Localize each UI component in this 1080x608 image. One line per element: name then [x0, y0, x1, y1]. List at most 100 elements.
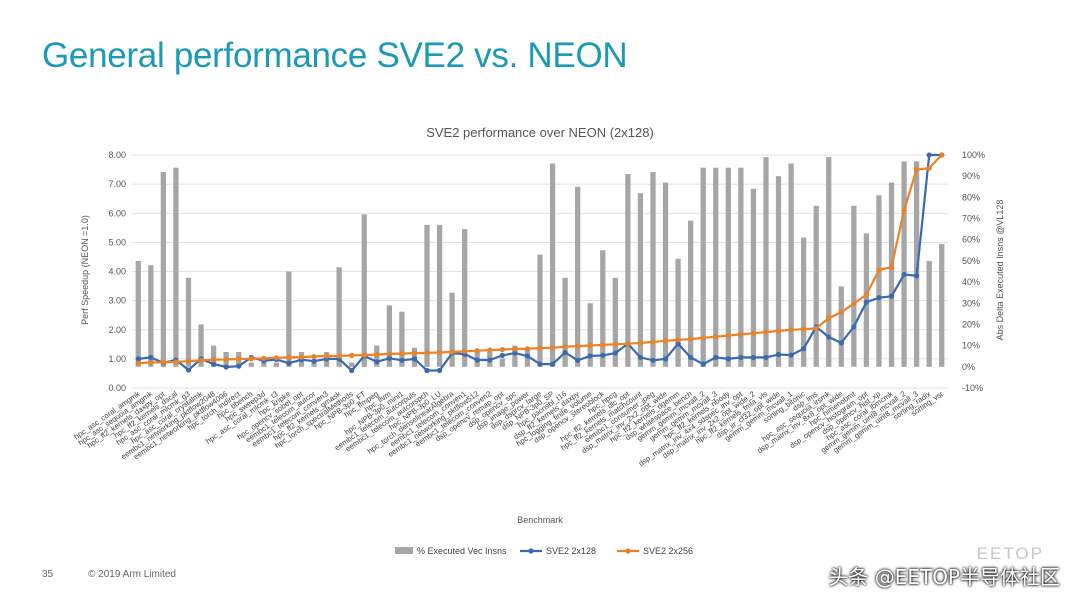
series-point: [801, 326, 807, 332]
legend-marker: [625, 548, 631, 554]
series-point: [311, 353, 317, 360]
bar: [838, 286, 844, 367]
series-point: [600, 342, 606, 348]
series-point: [261, 355, 267, 361]
bar: [499, 358, 505, 367]
legend-label: SVE2 2x256: [643, 546, 693, 556]
bar: [625, 174, 631, 367]
legend: % Executed Vec Insns SVE2 2x128 SVE2 2x256: [395, 546, 693, 556]
series-point: [750, 354, 757, 361]
bar: [173, 167, 179, 367]
series-point: [474, 348, 480, 354]
bar: [876, 195, 882, 367]
series-point: [248, 356, 254, 362]
bar: [713, 167, 719, 367]
series-point: [713, 354, 719, 361]
series-point: [637, 340, 644, 346]
series-point: [612, 341, 618, 347]
bar: [462, 229, 468, 367]
series-point: [926, 165, 932, 171]
series-point: [336, 353, 342, 359]
series-point: [223, 356, 229, 363]
bar: [537, 254, 543, 367]
series-point: [160, 359, 166, 365]
legend-swatch: [395, 547, 413, 554]
copyright: © 2019 Arm Limited: [88, 569, 176, 580]
bar: [637, 193, 644, 367]
series-point: [725, 332, 731, 339]
chart-title: SVE2 performance over NEON (2x128): [426, 125, 654, 140]
series-point: [148, 359, 154, 365]
series-point: [462, 348, 468, 354]
series-point: [211, 361, 217, 367]
series-point: [537, 361, 543, 367]
series-point: [914, 166, 920, 173]
bar: [549, 163, 556, 367]
series-point: [851, 324, 857, 330]
series-point: [349, 367, 355, 374]
series-point: [775, 351, 782, 358]
bar: [148, 265, 154, 367]
series-point: [738, 331, 744, 338]
legend-label: SVE2 2x128: [546, 546, 596, 556]
bar: [913, 161, 920, 367]
bar: [587, 303, 593, 367]
series-point: [914, 273, 920, 279]
series-point: [650, 357, 656, 363]
series-point: [700, 335, 706, 341]
series-point: [436, 349, 443, 356]
series-point: [888, 264, 895, 270]
series-point: [411, 356, 418, 362]
series-point: [487, 347, 493, 353]
bar: [763, 157, 769, 367]
y2-tick-label: -10%: [962, 383, 983, 393]
series-point: [675, 341, 681, 347]
series-point: [750, 330, 757, 336]
bar: [600, 250, 606, 367]
bar: [725, 167, 731, 367]
series-point: [788, 352, 794, 358]
series-point: [361, 352, 367, 358]
series-point: [323, 353, 330, 359]
series-point: [876, 295, 882, 301]
series-point: [876, 267, 882, 273]
series-point: [424, 350, 430, 356]
series-point: [788, 327, 794, 333]
y-tick-label: 2.00: [108, 325, 126, 335]
page-number: 35: [42, 569, 54, 580]
series-point: [688, 336, 694, 342]
series-point: [826, 334, 832, 340]
series-point: [273, 355, 279, 361]
y2-tick-label: 10%: [962, 341, 980, 351]
bar: [826, 157, 832, 367]
bar: [888, 182, 895, 367]
bar: [273, 362, 280, 367]
bar: [160, 171, 167, 367]
bar: [662, 182, 669, 367]
bar: [939, 243, 945, 367]
bar: [688, 220, 694, 367]
bar: [399, 311, 405, 367]
bar: [386, 305, 392, 367]
watermark-ghost: EETOP: [976, 544, 1044, 563]
bar: [650, 171, 656, 367]
series-point: [562, 349, 568, 356]
series-point: [386, 355, 392, 361]
x-axis-categories: hpc_asc_coral_amgmkhpc_asc_sequoia_amgmk…: [72, 389, 945, 468]
series-point: [675, 337, 681, 343]
series-point: [612, 350, 618, 356]
series-point: [939, 152, 945, 158]
series-point: [399, 357, 405, 363]
series-point: [236, 363, 242, 369]
series-point: [298, 354, 305, 360]
y2-tick-label: 50%: [962, 256, 980, 266]
bar: [750, 188, 757, 367]
y2-tick-label: 90%: [962, 171, 980, 181]
series-point: [524, 346, 531, 352]
series-point: [688, 354, 694, 361]
series-point: [148, 354, 154, 361]
series-point: [173, 359, 179, 365]
series-point: [738, 354, 744, 361]
series-point: [650, 339, 656, 345]
y-tick-label: 1.00: [108, 354, 126, 364]
